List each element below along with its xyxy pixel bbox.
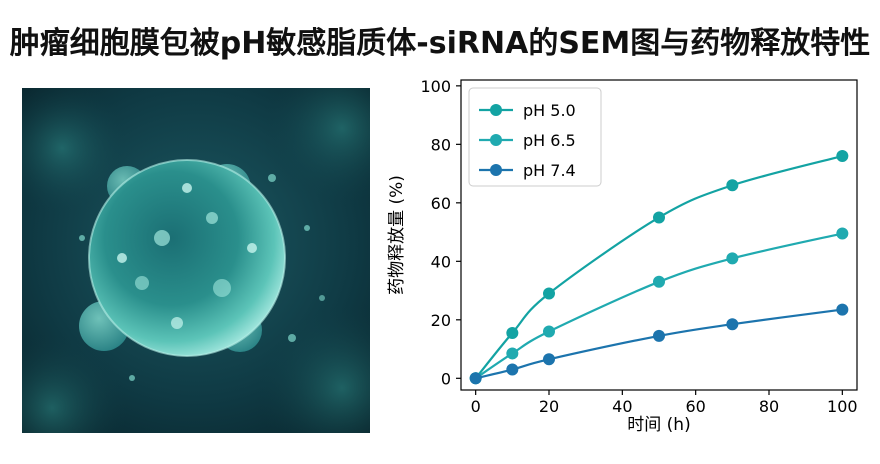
data-point bbox=[543, 325, 555, 338]
data-point bbox=[506, 363, 519, 376]
release-chart-panel: 0 20 40 60 80 100 0 20 40 60 80 100 pH 5.0 pH 6.5 pH… bbox=[372, 70, 872, 460]
data-point bbox=[469, 372, 482, 385]
legend-label: pH 5.0 bbox=[523, 101, 576, 120]
series-line-1 bbox=[474, 154, 843, 379]
data-point bbox=[726, 318, 739, 331]
data-point bbox=[653, 329, 665, 342]
x-tick-label: 40 bbox=[612, 397, 632, 416]
legend: pH 5.0 pH 6.5 pH 7.4 bbox=[468, 87, 602, 187]
y-tick-label: 20 bbox=[431, 311, 451, 330]
x-tick-label: 80 bbox=[759, 397, 779, 416]
x-tick-label: 60 bbox=[685, 397, 705, 416]
series-line-3 bbox=[475, 308, 843, 380]
legend-box bbox=[468, 87, 602, 187]
data-point bbox=[653, 275, 665, 288]
data-point bbox=[726, 252, 739, 265]
x-tick-label: 0 bbox=[471, 397, 481, 416]
series-line-2 bbox=[475, 232, 843, 380]
legend-marker bbox=[490, 134, 502, 146]
plot-frame bbox=[460, 79, 858, 391]
y-tick-label: 80 bbox=[431, 135, 451, 154]
y-axis-label: 药物释放量 (%) bbox=[387, 175, 407, 295]
data-point bbox=[506, 326, 519, 339]
series-layer bbox=[469, 150, 849, 385]
cell-illustration bbox=[22, 88, 370, 433]
data-point bbox=[836, 150, 849, 163]
x-axis: 0 20 40 60 80 100 bbox=[471, 390, 858, 416]
y-tick-label: 100 bbox=[420, 77, 451, 96]
figure-title: 肿瘤细胞膜包被pH敏感脂质体-siRNA的SEM图与药物释放特性 bbox=[9, 26, 871, 61]
data-point bbox=[726, 179, 739, 192]
x-axis-label: 时间 (h) bbox=[627, 415, 690, 435]
data-point bbox=[836, 303, 849, 316]
sem-cell-image bbox=[22, 88, 370, 433]
x-tick-label: 20 bbox=[539, 397, 559, 416]
y-tick-label: 60 bbox=[431, 194, 451, 213]
data-point bbox=[543, 287, 555, 300]
data-point bbox=[653, 211, 665, 224]
legend-label: pH 6.5 bbox=[523, 131, 576, 150]
legend-marker bbox=[490, 164, 502, 176]
data-point bbox=[836, 227, 849, 240]
legend-label: pH 7.4 bbox=[523, 161, 576, 180]
x-tick-label: 100 bbox=[827, 397, 858, 416]
data-point bbox=[543, 353, 555, 366]
legend-marker bbox=[490, 104, 502, 116]
y-axis: 0 20 40 60 80 100 bbox=[420, 77, 461, 388]
data-point bbox=[506, 347, 519, 360]
y-tick-label: 0 bbox=[441, 369, 451, 388]
y-tick-label: 40 bbox=[431, 252, 451, 271]
